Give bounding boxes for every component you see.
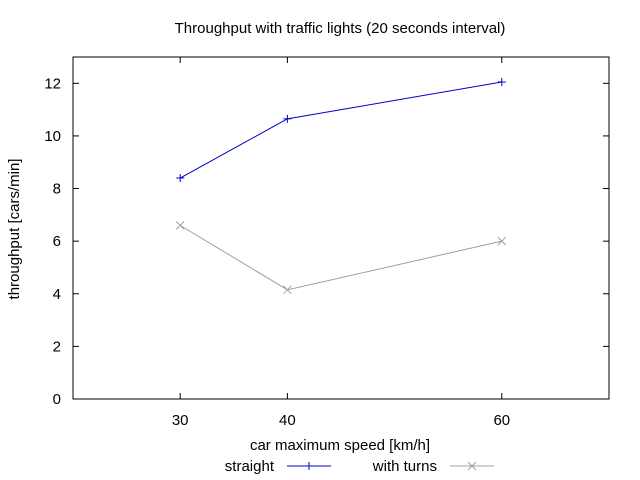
x-tick-label: 60	[493, 412, 510, 429]
y-tick-label: 2	[53, 338, 61, 355]
y-tick-label: 8	[53, 181, 61, 198]
series-layer	[175, 77, 507, 295]
data-point	[283, 114, 292, 123]
y-tick-label: 0	[53, 391, 61, 408]
y-tick-label: 10	[44, 128, 61, 145]
data-point	[175, 221, 185, 230]
legend: straight with turns	[225, 458, 494, 475]
legend-marker	[467, 461, 477, 471]
y-axis-ticks: 0 2 4 6 8 10 12	[44, 75, 609, 408]
data-point	[283, 285, 292, 295]
x-tick-label: 30	[172, 412, 189, 429]
y-tick-label: 12	[44, 75, 61, 92]
legend-label: with turns	[372, 458, 437, 475]
x-axis-label: car maximum speed [km/h]	[250, 437, 430, 454]
data-point	[497, 77, 506, 86]
y-tick-label: 6	[53, 233, 61, 250]
chart-title: Throughput with traffic lights (20 secon…	[175, 20, 506, 37]
legend-marker	[305, 462, 313, 470]
y-axis-label: throughput [cars/min]	[6, 159, 23, 300]
series-line-1	[179, 81, 502, 179]
plot-frame	[72, 56, 610, 400]
y-tick-label: 4	[53, 286, 61, 303]
data-point	[497, 236, 507, 246]
x-tick-label: 40	[279, 412, 296, 429]
legend-label: straight	[225, 458, 275, 475]
data-point	[176, 174, 185, 183]
x-axis-ticks: 30 40 60	[172, 57, 510, 429]
series-line-2	[179, 224, 502, 291]
